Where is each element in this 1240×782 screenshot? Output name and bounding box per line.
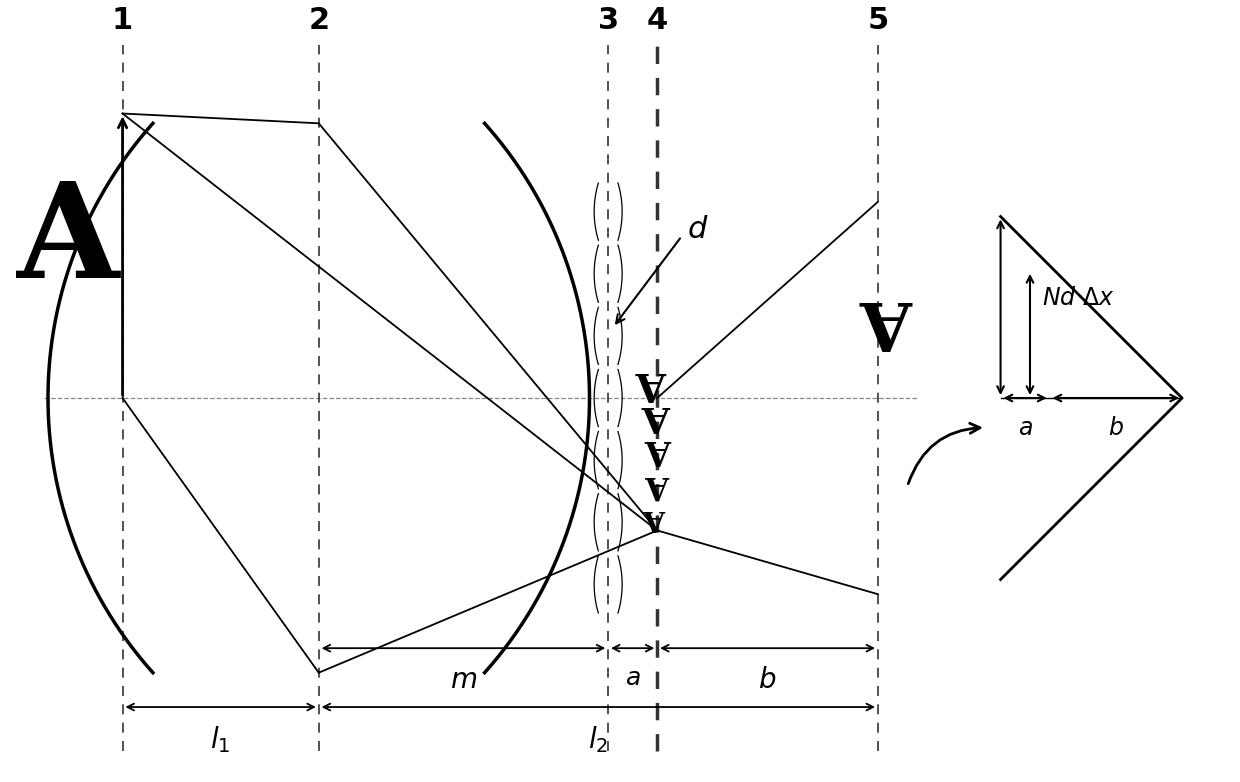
Text: $a$: $a$ <box>1018 416 1033 439</box>
Text: 5: 5 <box>867 6 889 35</box>
Text: A: A <box>17 177 120 306</box>
Text: 4: 4 <box>646 6 668 35</box>
Text: A: A <box>646 469 670 500</box>
FancyArrowPatch shape <box>908 423 980 484</box>
Text: $d$: $d$ <box>687 215 708 244</box>
Text: $a$: $a$ <box>625 665 641 690</box>
Text: 2: 2 <box>309 6 330 35</box>
Text: A: A <box>637 364 667 402</box>
Text: 1: 1 <box>112 6 133 35</box>
Text: $l_2$: $l_2$ <box>588 725 609 755</box>
Text: A: A <box>645 504 666 531</box>
Text: $l_1$: $l_1$ <box>211 725 231 755</box>
Text: 3: 3 <box>598 6 619 35</box>
Text: $m$: $m$ <box>450 665 477 694</box>
Text: $b$: $b$ <box>759 665 776 694</box>
Text: $b$: $b$ <box>1107 416 1123 439</box>
Text: A: A <box>646 432 672 465</box>
Text: A: A <box>644 399 671 432</box>
Text: A: A <box>862 287 914 352</box>
Text: $Nd\ \Delta x$: $Nd\ \Delta x$ <box>1042 286 1115 310</box>
